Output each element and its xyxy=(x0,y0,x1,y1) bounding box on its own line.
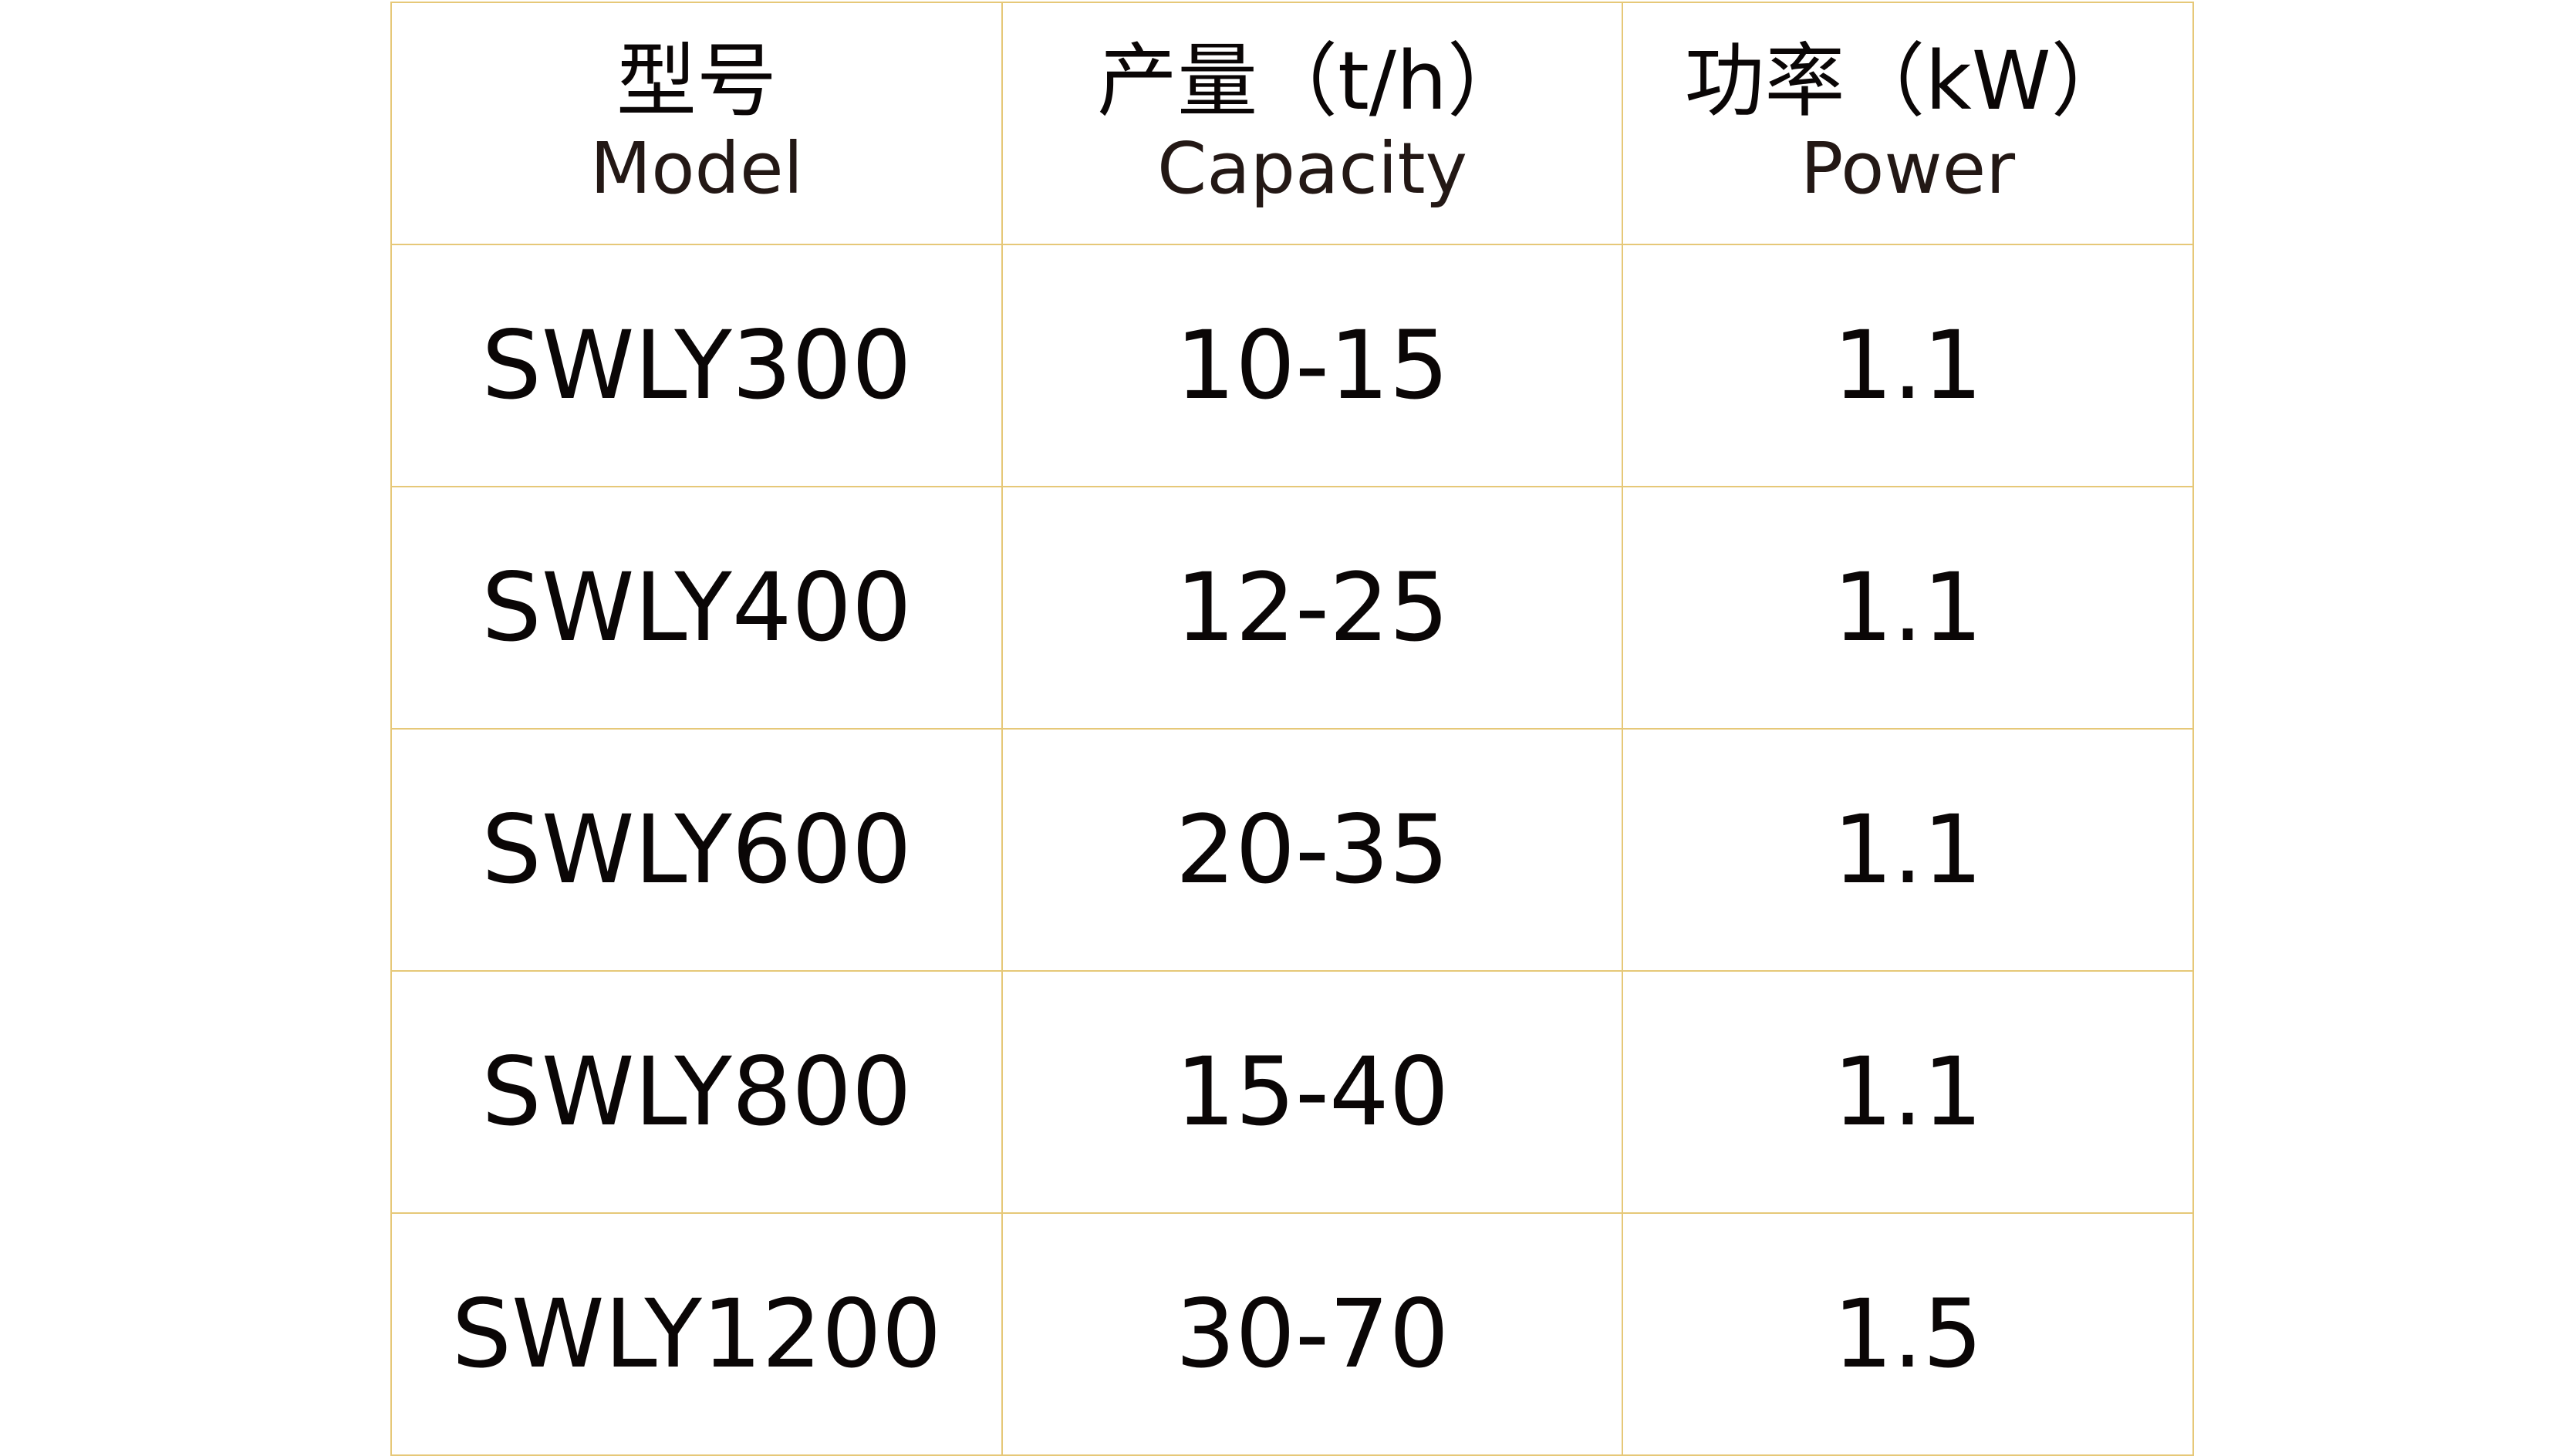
header-zh: 功率（kW） xyxy=(1684,34,2132,128)
cell-capacity: 12-25 xyxy=(1001,486,1623,730)
cell-capacity: 20-35 xyxy=(1001,728,1623,972)
table-row: SWLY800 15-40 1.1 xyxy=(390,970,2194,1214)
header-row: 型号 Model 产量（t/h） Capacity 功率（kW） Power xyxy=(390,2,2194,245)
cell-model: SWLY400 xyxy=(390,486,1003,730)
header-model: 型号 Model xyxy=(390,2,1003,245)
cell-model: SWLY300 xyxy=(390,244,1003,487)
cell-capacity: 30-70 xyxy=(1001,1212,1623,1456)
table-row: SWLY1200 30-70 1.5 xyxy=(390,1212,2194,1456)
header-en: Power xyxy=(1800,127,2016,210)
cell-capacity: 10-15 xyxy=(1001,244,1623,487)
header-zh: 型号 xyxy=(616,34,777,128)
cell-power: 1.5 xyxy=(1622,1212,2194,1456)
header-zh: 产量（t/h） xyxy=(1097,34,1527,128)
cell-capacity: 15-40 xyxy=(1001,970,1623,1214)
cell-model: SWLY800 xyxy=(390,970,1003,1214)
cell-model: SWLY1200 xyxy=(390,1212,1003,1456)
cell-power: 1.1 xyxy=(1622,486,2194,730)
header-en: Model xyxy=(589,127,804,210)
cell-model: SWLY600 xyxy=(390,728,1003,972)
cell-power: 1.1 xyxy=(1622,244,2194,487)
cell-power: 1.1 xyxy=(1622,970,2194,1214)
header-power: 功率（kW） Power xyxy=(1622,2,2194,245)
table-row: SWLY400 12-25 1.1 xyxy=(390,486,2194,730)
spec-table: 型号 Model 产量（t/h） Capacity 功率（kW） Power SWLY… xyxy=(390,2,2194,1456)
table-row: SWLY300 10-15 1.1 xyxy=(390,244,2194,487)
header-en: Capacity xyxy=(1156,127,1468,210)
table-row: SWLY600 20-35 1.1 xyxy=(390,728,2194,972)
cell-power: 1.1 xyxy=(1622,728,2194,972)
header-capacity: 产量（t/h） Capacity xyxy=(1001,2,1623,245)
